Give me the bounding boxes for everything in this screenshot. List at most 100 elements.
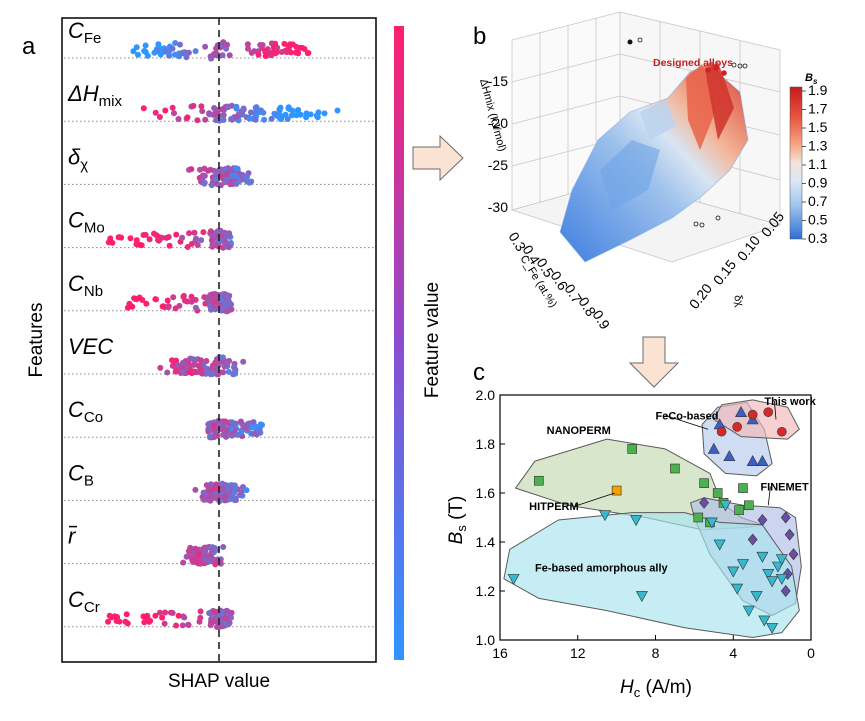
region-leader (773, 400, 777, 420)
shap-dot (228, 609, 235, 616)
shap-dot (155, 41, 162, 48)
shap-dot (220, 117, 227, 123)
shap-dot (222, 418, 229, 425)
shap-dot (202, 556, 209, 563)
shap-row: CCr (64, 587, 374, 631)
shap-dot (196, 362, 202, 369)
shap-dot (183, 363, 190, 370)
region-label: This work (764, 396, 816, 408)
bs-tick-label: 1.9 (808, 82, 828, 98)
feature-base: ΔH (67, 81, 99, 106)
y-tick-label: 1.2 (476, 583, 496, 599)
shap-dot (190, 102, 197, 109)
arrow-a-to-b (412, 134, 464, 182)
feature-base: C (68, 18, 84, 43)
feature-sub: B (84, 472, 94, 489)
bs-title-sub: s (813, 77, 818, 86)
shap-dot (233, 180, 240, 187)
shap-dot (314, 113, 321, 119)
z-tick: -30 (488, 199, 508, 215)
shap-dot (185, 553, 192, 560)
shap-dot (227, 300, 234, 307)
shap-dot (208, 556, 215, 563)
shap-dot (233, 103, 240, 110)
bs-tick-label: 0.5 (808, 212, 828, 228)
region-label: Fe-based amorphous ally (535, 562, 669, 574)
shap-dot (198, 103, 205, 110)
shap-dot (200, 229, 207, 236)
shap-dot (240, 358, 247, 365)
shap-dot (169, 610, 176, 616)
y-tick-label: 1.4 (476, 534, 496, 550)
shap-dot (283, 49, 290, 56)
shap-dot (288, 112, 295, 119)
ylabel-base: B (446, 531, 467, 544)
feature-colorbar (394, 26, 404, 660)
bs-hc-point (693, 512, 704, 523)
bs-hc-point (762, 569, 775, 580)
shap-dot (196, 551, 203, 558)
surface-panel: b (473, 11, 828, 332)
feature-base: r (68, 524, 77, 549)
shap-dot (226, 52, 233, 59)
shap-dot (116, 618, 123, 625)
bs-hc-point (731, 583, 744, 595)
region-hull (503, 512, 800, 638)
shap-dot (196, 618, 203, 625)
shap-dot (212, 176, 219, 183)
bs-hc-point (723, 450, 736, 462)
z-tick: -25 (488, 157, 508, 173)
shap-dot (141, 48, 148, 54)
shap-dot (301, 46, 308, 52)
shap-row: CB (64, 460, 374, 505)
shap-dot (133, 241, 140, 248)
shap-dot (188, 293, 195, 300)
shap-dot (208, 182, 215, 189)
shap-dot (220, 304, 227, 311)
shap-dot (219, 52, 226, 59)
bs-hc-point (707, 442, 720, 454)
shap-dot (188, 240, 195, 247)
shap-dot (248, 424, 255, 431)
region-label: NANOPERM (547, 425, 611, 437)
feature-base: C (68, 587, 84, 612)
shap-dot (164, 369, 171, 376)
shap-ylabel: Features (26, 303, 47, 378)
shap-dot (244, 41, 251, 48)
shap-dot (206, 111, 213, 118)
shap-dot (181, 614, 188, 621)
feature-sub: χ (80, 156, 88, 173)
bs-hc-point (699, 496, 709, 509)
bs-hc-regions (503, 399, 802, 638)
panel-label-a: a (22, 33, 36, 60)
shap-dot (126, 300, 133, 307)
shap-dot (251, 430, 258, 437)
ylabel-sub: s (454, 525, 469, 532)
bs-hc-point (534, 475, 544, 486)
bs-colorbar-title: Bs (805, 72, 818, 86)
shap-dot (278, 49, 285, 55)
bs-hc-point (757, 513, 768, 526)
shap-dot (220, 112, 227, 119)
bs-colorbar (789, 86, 803, 240)
feature-base: C (68, 208, 84, 233)
shap-dot (175, 362, 182, 369)
bs-hc-ylabel: Bs (T) (446, 496, 469, 545)
shap-dot (151, 230, 157, 237)
region-label: HITPERM (529, 501, 579, 513)
bs-hc-point (746, 455, 759, 466)
bs-hc-point (756, 551, 769, 563)
shap-dot (255, 51, 262, 58)
bs-hc-point (743, 500, 754, 511)
bs-hc-point (780, 511, 791, 524)
shap-dot (224, 171, 231, 178)
shap-dot (142, 42, 149, 49)
shap-dot (123, 611, 130, 618)
colorbar-label: Feature value (422, 282, 443, 398)
shap-dot (205, 167, 212, 174)
shap-dot (232, 370, 239, 377)
shap-dot (232, 484, 239, 491)
bs-hc-point (777, 426, 787, 437)
shap-dot (234, 431, 241, 438)
shap-dot (140, 105, 147, 112)
